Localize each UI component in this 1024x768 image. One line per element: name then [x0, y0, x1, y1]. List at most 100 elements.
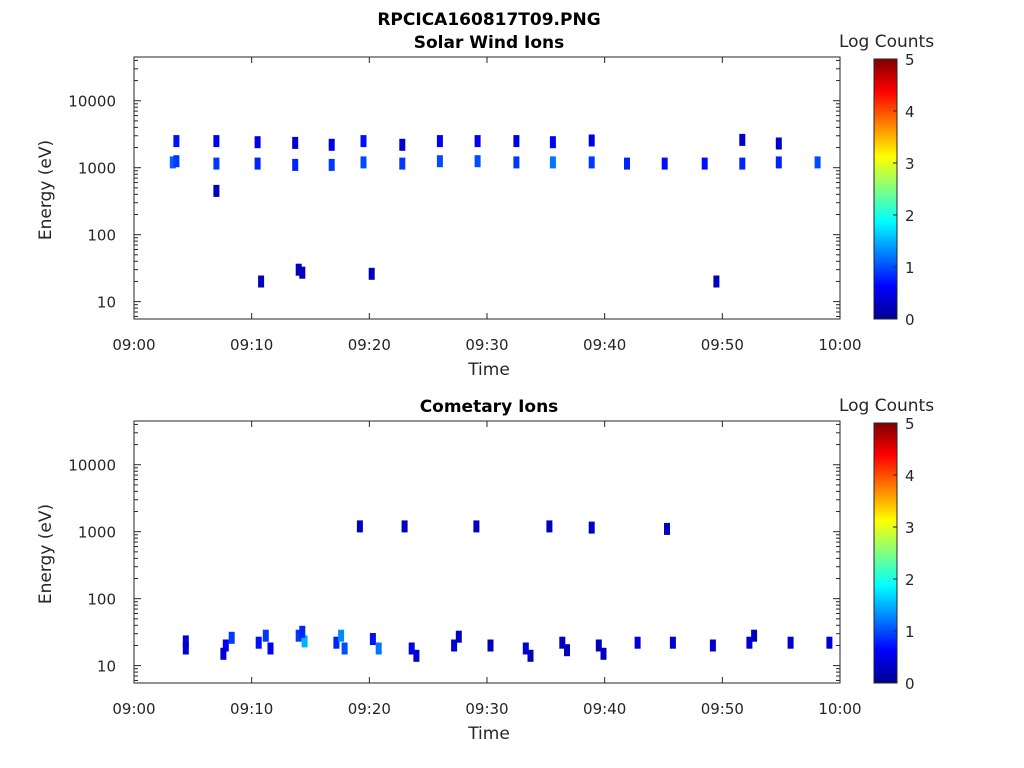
data-cell: [739, 157, 746, 170]
colorbar-tick-label: 0: [905, 311, 915, 329]
data-cell: [549, 136, 556, 149]
x-tick-label: 10:00: [818, 336, 861, 354]
data-cell: [713, 275, 720, 288]
data-cell: [369, 633, 376, 645]
data-cell: [634, 636, 641, 649]
data-cell: [295, 629, 302, 642]
data-cell: [292, 136, 299, 149]
data-cell: [546, 520, 553, 533]
data-cell: [399, 138, 406, 151]
heatmap-cells: [182, 520, 833, 662]
x-tick-label: 09:20: [348, 700, 391, 718]
x-tick-label: 09:30: [465, 700, 508, 718]
data-cell: [301, 635, 308, 648]
y-tick-label: 10000: [68, 93, 116, 111]
data-cell: [292, 158, 299, 171]
data-cell: [746, 636, 753, 649]
x-tick-label: 09:50: [701, 336, 744, 354]
x-tick-label: 10:00: [818, 700, 861, 718]
x-tick-label: 09:10: [230, 336, 273, 354]
data-cell: [267, 642, 274, 655]
data-cell: [213, 135, 220, 148]
data-cell: [600, 647, 607, 660]
data-cell: [588, 134, 595, 147]
data-cell: [173, 155, 180, 168]
data-cell: [473, 520, 480, 533]
data-cell: [474, 155, 481, 168]
panel-2: 09:00 09:10 09:20 09:30 09:40 09:50 10:0010100…: [36, 396, 934, 744]
data-cell: [375, 642, 382, 655]
data-cell: [588, 521, 595, 534]
data-cell: [474, 135, 481, 148]
data-cell: [814, 156, 821, 169]
colorbar-tick-label: 2: [905, 207, 915, 225]
y-tick-label: 10000: [68, 457, 116, 475]
data-cell: [360, 135, 367, 148]
colorbar-tick-label: 4: [905, 103, 915, 121]
panel-title: Solar Wind Ions: [414, 33, 565, 53]
data-cell: [661, 157, 668, 170]
data-cell: [399, 157, 406, 170]
colorbar-tick-label: 2: [905, 571, 915, 589]
x-axis-label: Time: [467, 360, 510, 380]
data-cell: [173, 135, 180, 148]
colorbar-tick-label: 4: [905, 467, 915, 485]
y-tick-label: 10: [97, 658, 116, 676]
data-cell: [513, 156, 520, 169]
data-cell: [228, 631, 235, 644]
y-tick-label: 1000: [78, 160, 116, 178]
data-cell: [487, 639, 494, 652]
colorbar-label: Log Counts: [839, 396, 934, 416]
data-cell: [513, 135, 520, 148]
data-cell: [254, 157, 261, 170]
x-tick-label: 09:30: [465, 336, 508, 354]
y-tick-label: 10: [97, 294, 116, 312]
x-tick-label: 09:40: [583, 336, 626, 354]
data-cell: [220, 647, 227, 660]
data-cell: [356, 520, 363, 533]
y-tick-label: 100: [87, 591, 116, 609]
data-cell: [549, 156, 556, 169]
data-cell: [213, 184, 220, 197]
data-cell: [751, 629, 758, 642]
colorbar-tick-label: 3: [905, 155, 915, 173]
x-tick-label: 09:10: [230, 700, 273, 718]
data-cell: [295, 263, 302, 276]
data-cell: [669, 636, 676, 649]
x-tick-label: 09:20: [348, 336, 391, 354]
data-cell: [360, 156, 367, 169]
y-axis-label: Energy (eV): [36, 504, 56, 604]
data-cell: [299, 266, 306, 279]
x-tick-label: 09:50: [701, 700, 744, 718]
data-cell: [333, 636, 340, 649]
colorbar-tick-label: 1: [905, 623, 915, 641]
y-axis-label: Energy (eV): [36, 140, 56, 240]
data-cell: [595, 639, 602, 652]
data-cell: [338, 629, 345, 642]
heatmap-cells: [169, 133, 821, 288]
y-tick-label: 100: [87, 227, 116, 245]
data-cell: [328, 158, 335, 171]
x-axis-label: Time: [467, 724, 510, 744]
panel-title: Cometary Ions: [420, 397, 559, 417]
colorbar-tick-label: 1: [905, 259, 915, 277]
x-tick-label: 09:00: [112, 700, 155, 718]
data-cell: [213, 157, 220, 170]
data-cell: [368, 267, 375, 280]
x-tick-label: 09:00: [112, 336, 155, 354]
y-tick-label: 1000: [78, 524, 116, 542]
data-cell: [709, 639, 716, 652]
data-cell: [258, 275, 265, 288]
data-cell: [408, 642, 415, 655]
data-cell: [436, 155, 443, 168]
panel-1: 09:00 09:10 09:20 09:30 09:40 09:50 10:0010100…: [36, 32, 934, 380]
data-cell: [588, 156, 595, 169]
plot-frame: [133, 420, 841, 684]
data-cell: [775, 137, 782, 150]
data-cell: [451, 639, 458, 652]
data-cell: [182, 635, 189, 648]
data-cell: [401, 520, 408, 533]
figure-title: RPCICA160817T09.PNG: [377, 10, 600, 30]
colorbar-tick-label: 5: [905, 51, 915, 69]
data-cell: [455, 630, 462, 643]
